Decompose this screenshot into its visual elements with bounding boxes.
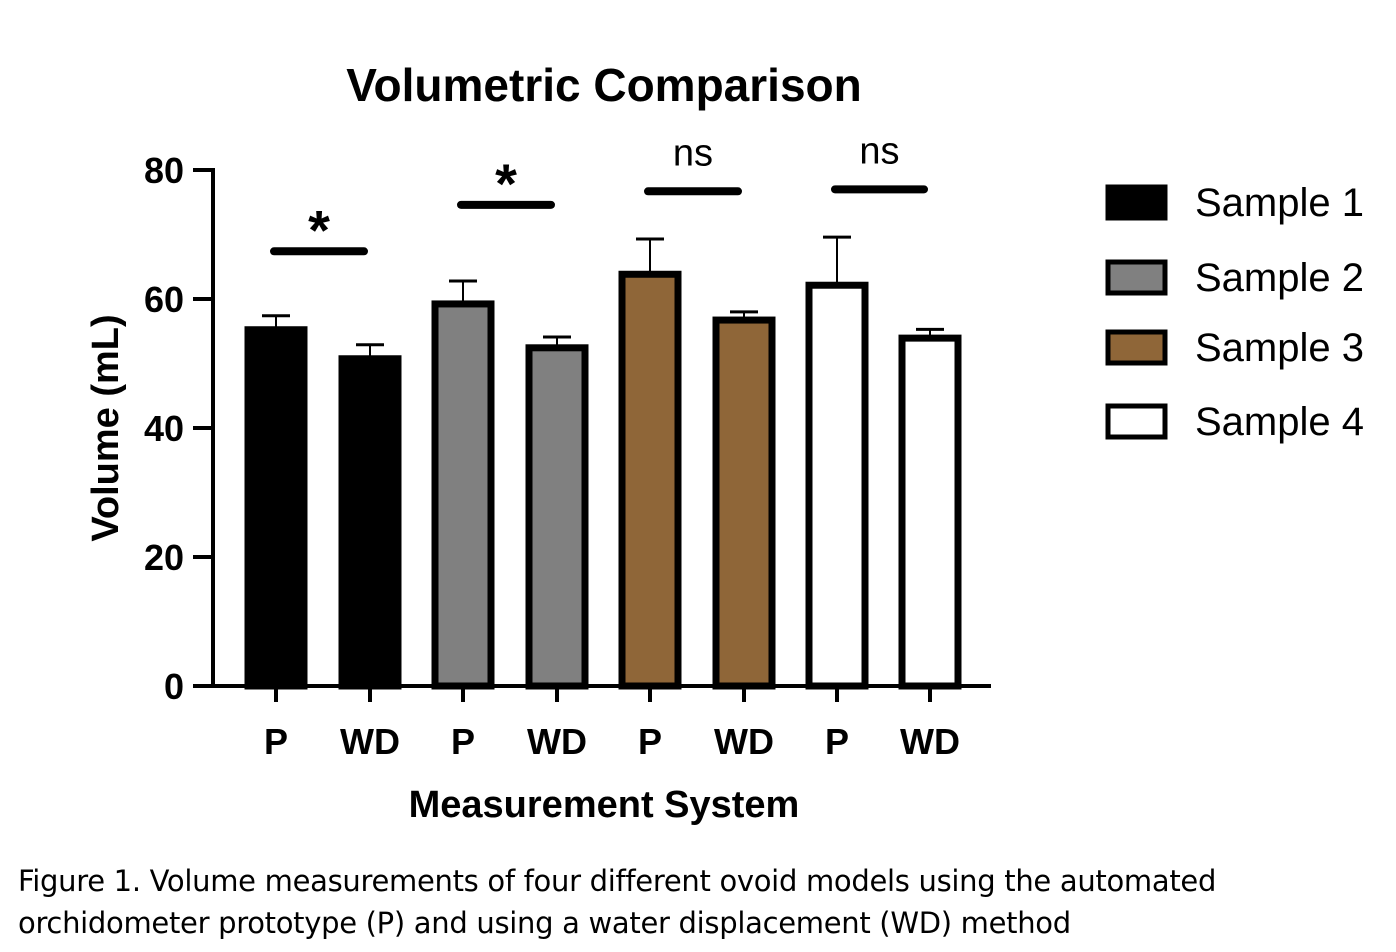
- y-tick-label: 40: [144, 408, 184, 449]
- x-tick-label: WD: [900, 721, 960, 762]
- x-axis-label: Measurement System: [409, 784, 800, 826]
- x-tick-label: WD: [340, 721, 400, 762]
- legend-label: Sample 2: [1195, 256, 1364, 300]
- x-tick-label: WD: [714, 721, 774, 762]
- legend-swatch: [1105, 259, 1168, 296]
- x-tick-label: P: [451, 721, 475, 762]
- bar-sample-1-p: [244, 326, 308, 690]
- legend-swatch: [1105, 329, 1168, 366]
- bar-sample-4-wd: [898, 334, 962, 690]
- x-tick-label: P: [264, 721, 288, 762]
- y-tick-label: 20: [144, 537, 184, 578]
- legend-swatch: [1105, 403, 1168, 440]
- bar-sample-3-wd: [712, 316, 776, 690]
- x-tick-label: P: [638, 721, 662, 762]
- y-tick-label: 0: [164, 666, 184, 707]
- caption-line-1: Figure 1. Volume measurements of four di…: [18, 864, 1217, 898]
- significance-label: *: [495, 152, 517, 215]
- chart-title: Volumetric Comparison: [346, 59, 861, 111]
- x-tick-label: WD: [527, 721, 587, 762]
- significance-label: ns: [859, 130, 899, 172]
- bar-sample-4-p: [805, 281, 869, 690]
- bar-sample-2-wd: [525, 344, 589, 690]
- significance-label: *: [308, 198, 330, 261]
- legend-label: Sample 1: [1195, 181, 1364, 225]
- legend-label: Sample 3: [1195, 326, 1364, 370]
- bar-sample-3-p: [618, 270, 682, 690]
- bar-sample-1-wd: [338, 355, 402, 690]
- significance-label: ns: [673, 132, 713, 174]
- legend-swatch: [1105, 184, 1168, 221]
- caption-line-2: orchidometer prototype (P) and using a w…: [18, 906, 1071, 940]
- x-tick-label: P: [825, 721, 849, 762]
- y-axis-label: Volume (mL): [85, 314, 127, 541]
- bar-sample-2-p: [431, 300, 495, 690]
- y-tick-label: 80: [144, 150, 184, 191]
- figure-caption: Figure 1. Volume measurements of four di…: [18, 860, 1216, 944]
- y-tick-label: 60: [144, 279, 184, 320]
- legend-label: Sample 4: [1195, 400, 1364, 444]
